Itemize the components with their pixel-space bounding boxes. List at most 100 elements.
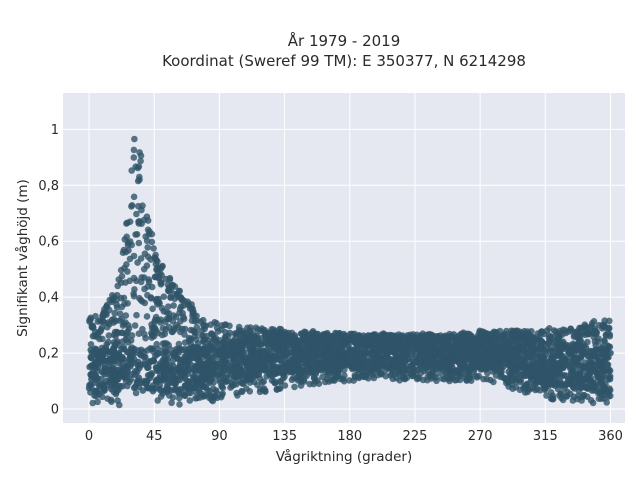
data-point: [228, 362, 235, 370]
data-point: [517, 363, 525, 370]
data-point: [574, 361, 582, 368]
data-point: [101, 306, 108, 313]
data-point: [306, 359, 314, 367]
data-point: [126, 355, 133, 363]
data-point: [128, 332, 136, 339]
data-point: [565, 349, 572, 356]
data-point: [416, 353, 423, 360]
data-point: [459, 331, 467, 338]
data-point: [171, 295, 178, 303]
x-tick-label: 360: [598, 429, 623, 444]
data-point: [202, 362, 209, 370]
data-point: [214, 344, 222, 352]
data-point: [500, 374, 508, 382]
data-point: [480, 338, 488, 346]
data-point: [512, 333, 520, 341]
data-point: [481, 358, 489, 366]
y-tick-label: 0,6: [38, 235, 59, 250]
data-point: [193, 324, 201, 331]
data-point: [493, 364, 501, 371]
data-point: [462, 350, 470, 357]
data-point: [360, 332, 367, 340]
data-point: [452, 339, 459, 346]
data-point: [197, 350, 205, 357]
data-point: [569, 397, 577, 404]
data-point: [555, 359, 562, 367]
y-tick-labels: 0 0,2 0,4 0,6 0,8 1: [38, 123, 59, 418]
data-point: [235, 357, 243, 365]
data-point: [263, 357, 271, 365]
data-point: [94, 398, 101, 406]
data-point: [546, 347, 554, 355]
y-tick-label: 0,8: [38, 179, 59, 194]
data-point: [369, 339, 376, 347]
data-point: [507, 331, 514, 339]
data-point: [515, 340, 522, 348]
data-point: [165, 288, 173, 295]
data-point: [297, 375, 305, 383]
data-point: [94, 318, 102, 325]
data-point: [97, 326, 105, 334]
x-tick-label: 270: [468, 429, 493, 444]
data-point: [208, 330, 216, 338]
data-point: [202, 322, 210, 330]
data-point: [140, 348, 148, 356]
data-point: [173, 345, 180, 353]
data-point: [531, 350, 539, 358]
data-point: [148, 331, 156, 338]
data-point: [198, 327, 206, 335]
data-point: [153, 351, 161, 358]
data-point: [184, 370, 192, 378]
data-point: [324, 348, 332, 356]
data-point: [166, 361, 173, 369]
data-point: [446, 377, 453, 385]
data-point: [177, 294, 185, 302]
data-point: [362, 342, 369, 349]
data-point: [106, 361, 113, 369]
data-point: [355, 338, 362, 345]
data-point: [226, 351, 234, 359]
data-point: [383, 363, 391, 371]
data-point: [310, 375, 318, 382]
data-point: [425, 349, 433, 357]
data-point: [323, 331, 330, 339]
data-point: [165, 323, 173, 331]
data-point: [116, 401, 123, 409]
data-point: [522, 368, 530, 376]
data-point: [93, 387, 100, 395]
data-point: [496, 353, 504, 361]
data-point: [522, 333, 530, 341]
data-point: [471, 353, 478, 361]
data-point: [483, 365, 490, 373]
data-point: [113, 301, 120, 308]
data-point: [122, 248, 130, 256]
data-point: [261, 387, 269, 394]
data-point: [378, 361, 385, 369]
data-point: [410, 358, 418, 366]
data-point: [187, 326, 195, 334]
data-point: [605, 324, 613, 332]
data-point: [573, 347, 580, 355]
data-point: [110, 366, 118, 373]
data-point: [280, 344, 287, 352]
data-point: [157, 393, 165, 400]
data-point: [486, 348, 493, 355]
data-point: [123, 330, 130, 337]
data-point: [192, 344, 200, 352]
data-point: [247, 324, 254, 331]
data-point: [556, 327, 563, 335]
data-point: [389, 375, 397, 383]
data-point: [127, 360, 135, 368]
data-point: [123, 233, 130, 241]
data-point: [552, 340, 560, 348]
data-point: [101, 319, 108, 327]
data-point: [465, 371, 472, 379]
data-point: [135, 163, 143, 170]
data-point: [132, 231, 139, 238]
data-point: [425, 334, 433, 341]
data-point: [549, 394, 556, 402]
data-point: [222, 321, 229, 328]
data-point: [275, 385, 283, 393]
data-point: [135, 218, 142, 226]
data-point: [463, 343, 470, 351]
